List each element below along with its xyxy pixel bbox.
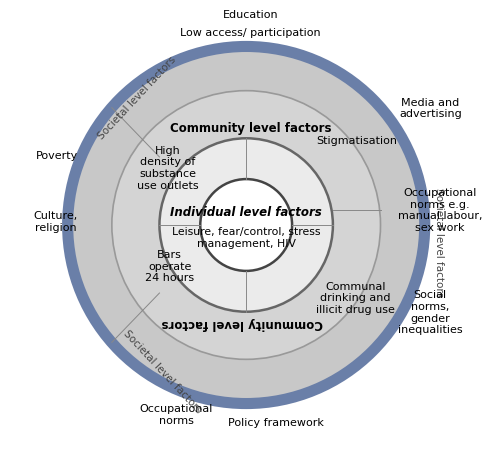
Text: Culture,
religion: Culture, religion [34,211,78,232]
Text: Leisure, fear/control, stress
management, HIV: Leisure, fear/control, stress management… [172,226,320,248]
Text: Low access/ participation: Low access/ participation [180,28,320,38]
Text: Media and
advertising: Media and advertising [399,98,462,119]
Text: Community level factors: Community level factors [170,121,331,134]
Text: Societal level factors: Societal level factors [122,328,204,414]
Text: Community level factors: Community level factors [161,317,322,330]
Text: Societal level factors: Societal level factors [96,55,178,142]
Circle shape [112,92,380,359]
Circle shape [200,179,292,272]
Text: Individual level factors: Individual level factors [170,206,322,218]
Text: Social
norms,
gender
inequalities: Social norms, gender inequalities [398,290,462,334]
Text: Occupational
norms e.g.
manual labour,
sex work: Occupational norms e.g. manual labour, s… [398,188,482,233]
Circle shape [160,139,333,312]
Text: Societal level factors: Societal level factors [434,188,444,297]
Text: Stigmatisation: Stigmatisation [316,136,397,146]
Text: Education: Education [222,10,278,20]
Text: High
density of
substance
use outlets: High density of substance use outlets [137,146,199,190]
Text: Poverty: Poverty [36,151,78,161]
Text: Policy framework: Policy framework [228,417,324,427]
Text: Communal
drinking and
illicit drug use: Communal drinking and illicit drug use [316,281,395,314]
Text: Occupational
norms: Occupational norms [140,403,213,424]
Circle shape [68,47,424,404]
Text: Bars
operate
24 hours: Bars operate 24 hours [145,250,194,283]
